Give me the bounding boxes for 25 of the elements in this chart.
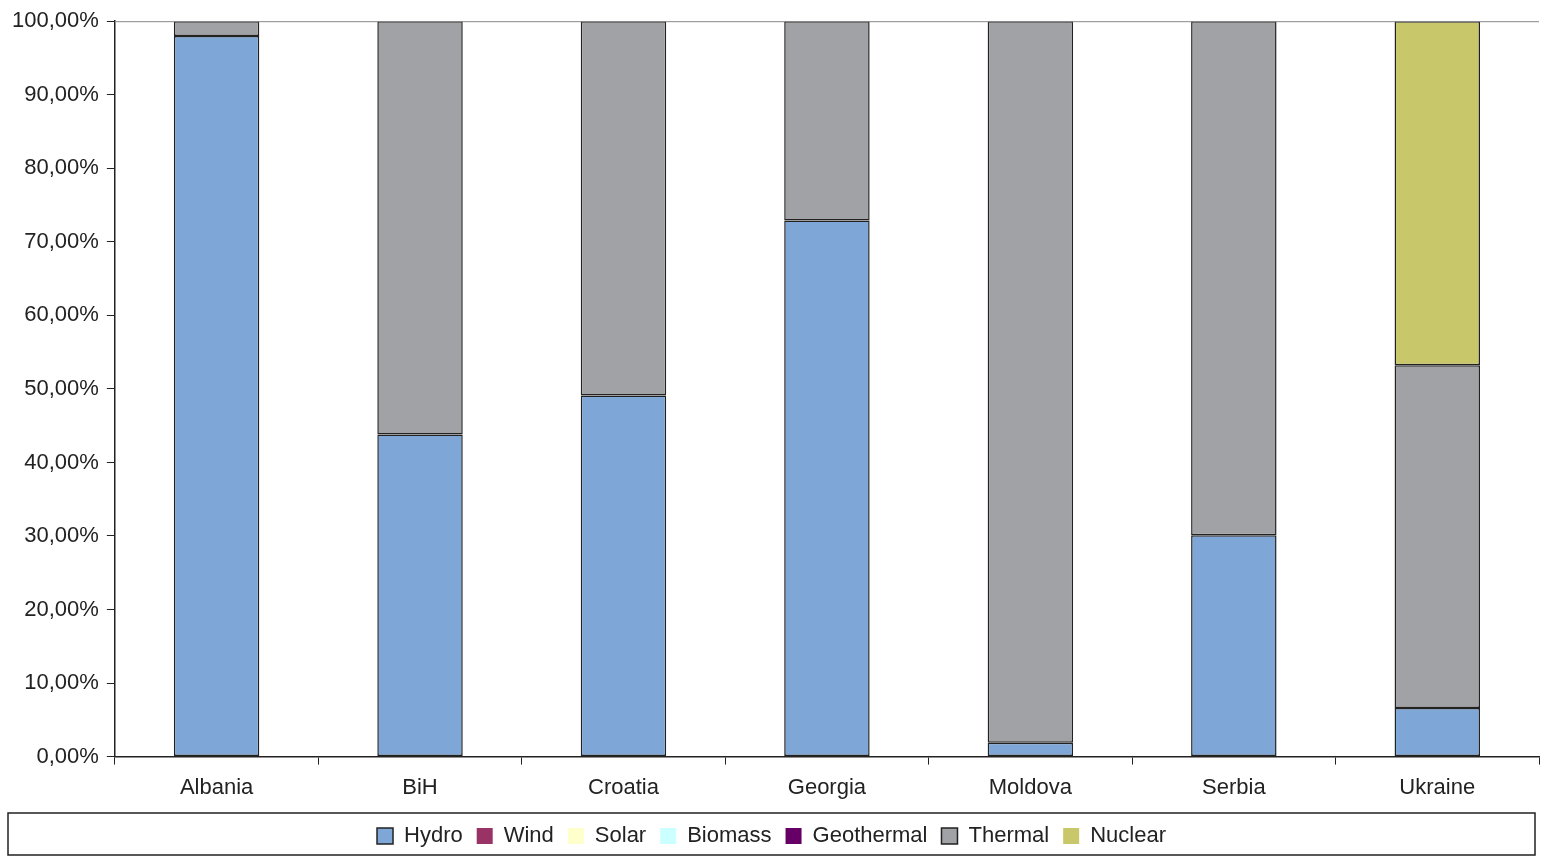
legend-label: Thermal [968, 822, 1050, 848]
legend-label: Solar [594, 822, 647, 848]
y-tick-label: 90,00% [24, 80, 99, 106]
y-tick-label: 50,00% [24, 374, 99, 400]
y-tick-label: 100,00% [11, 7, 99, 33]
y-tick-label: 10,00% [24, 669, 99, 695]
y-tick-label: 30,00% [24, 522, 99, 548]
legend-label: Geothermal [812, 822, 928, 848]
x-tick-label: Albania [179, 773, 255, 799]
x-tick-label: Moldova [988, 773, 1073, 799]
legend-label: Wind [503, 822, 554, 848]
x-tick-label: Ukraine [1399, 773, 1476, 799]
x-tick-label: Georgia [787, 773, 867, 799]
x-tick-label: Serbia [1202, 773, 1267, 799]
legend-label: Biomass [687, 822, 772, 848]
y-tick-label: 80,00% [24, 154, 99, 180]
y-tick-label: 20,00% [24, 595, 99, 621]
y-tick-label: 70,00% [24, 227, 99, 253]
legend-label: Hydro [404, 822, 463, 848]
legend-label: Nuclear [1090, 822, 1166, 848]
x-tick-label: BiH [402, 773, 438, 799]
y-tick-label: 0,00% [36, 742, 99, 768]
y-tick-label: 40,00% [24, 448, 99, 474]
y-tick-label: 60,00% [24, 301, 99, 327]
x-tick-label: Croatia [588, 773, 660, 799]
